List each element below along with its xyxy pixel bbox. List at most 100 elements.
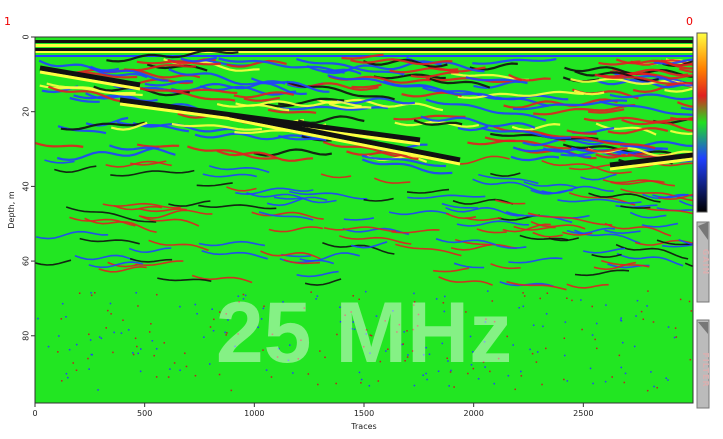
noise [319,350,321,352]
reflector [198,240,266,247]
noise [425,346,427,349]
reflector [171,122,262,131]
reflector [406,57,485,73]
noise [477,378,480,380]
reflector [495,199,526,205]
noise [580,299,582,301]
noise [377,380,380,382]
radargram-reflectors [35,40,693,392]
reflector [420,115,536,129]
reflector [251,211,324,220]
reflector [662,59,693,68]
noise [242,293,245,296]
noise [234,345,236,348]
noise [571,299,573,302]
reflector [585,147,628,153]
noise [237,333,239,335]
noise [450,369,452,372]
reflector [320,173,352,179]
reflector [187,145,278,160]
noise [507,374,510,377]
noise [563,354,566,357]
noise [482,361,485,363]
reflector [591,253,622,258]
noise [140,348,142,350]
noise [563,337,566,340]
reflector [283,259,320,265]
reflector [445,212,477,220]
reflector [258,211,314,221]
reflector [273,196,305,200]
gain-label: GAIN [701,249,710,275]
noise [57,351,59,353]
reflector [510,155,560,162]
reflector [168,200,211,207]
noise [653,385,655,388]
reflector [435,238,497,246]
noise [257,326,259,329]
noise [443,310,446,313]
reflector [322,241,395,255]
noise [522,305,525,308]
noise [406,356,409,358]
noise [120,332,123,334]
reflector [226,186,257,192]
noise [262,307,265,310]
noise [110,313,112,315]
reflector [599,100,693,117]
x-tick-label: 1500 [354,409,374,418]
noise [520,370,522,373]
noise [209,363,211,365]
noise [673,336,676,339]
noise [623,381,626,384]
noise [65,372,68,375]
noise [227,319,229,321]
reflector [128,247,172,254]
noise [335,382,337,385]
x-tick-label: 500 [137,409,152,418]
reflector [35,259,72,266]
noise [67,376,69,379]
noise [179,369,181,372]
reflector [533,104,636,116]
reflector [480,126,572,140]
noise [396,331,398,333]
reflector [574,269,630,277]
noise [423,354,425,356]
noise [87,357,89,360]
reflector [513,225,556,231]
noise [413,384,416,387]
reflector [113,205,163,211]
noise [401,343,403,346]
reflector [476,228,507,234]
noise [566,297,568,300]
reflector [562,231,593,236]
noise [428,353,431,356]
noise [444,295,446,298]
reflector [389,66,486,74]
noise [472,367,475,370]
noise [512,344,514,346]
gain-button[interactable] [696,221,710,303]
reflector [490,172,521,177]
x-tick-label: 2000 [463,409,483,418]
reflector [453,262,485,269]
strong-reflector [229,117,461,166]
reflector [678,238,693,246]
noise [407,354,409,356]
noise [448,385,450,387]
reflector [438,276,493,286]
reflector [148,239,209,252]
filter-button[interactable] [696,319,710,409]
noise [594,338,596,341]
reflector [664,87,693,93]
noise [425,372,427,375]
noise [635,315,637,317]
noise [58,335,60,337]
reflector [519,234,568,241]
noise [442,302,445,304]
noise [360,382,362,384]
reflector [630,59,693,66]
y-axis-label: Depth, m [7,191,16,228]
reflector [129,257,173,263]
